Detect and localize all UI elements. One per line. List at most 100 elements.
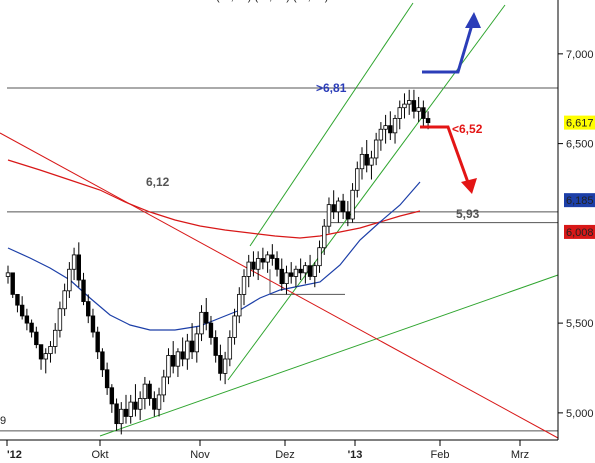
candle-body — [147, 383, 152, 399]
candle-body — [312, 265, 317, 277]
price-tag-label: 6,617 — [566, 118, 594, 130]
candle-body — [142, 383, 148, 399]
candle-body — [378, 128, 384, 141]
candle-body — [364, 153, 369, 166]
candle-body — [194, 333, 199, 353]
candle-body — [76, 254, 81, 281]
candle-body — [170, 355, 176, 367]
candle-body — [10, 272, 15, 295]
candle-body — [128, 401, 133, 417]
candle-body — [81, 279, 86, 302]
candle-body — [29, 322, 34, 333]
candle-body — [38, 344, 44, 360]
moving-averages-layer — [7, 159, 421, 331]
candle-body — [43, 353, 48, 360]
candle-body — [19, 304, 25, 317]
y-tick-label: 6,500 — [566, 139, 594, 151]
candle-body — [90, 315, 96, 333]
annotation-label: <6,52 — [452, 122, 483, 136]
candle-body — [100, 351, 105, 371]
candle-body — [241, 276, 247, 295]
candle-body — [237, 293, 242, 317]
candle-body — [227, 337, 233, 360]
candle-body — [373, 139, 379, 159]
candle-body — [260, 258, 266, 263]
candle-body — [161, 376, 166, 396]
price-tag-box — [564, 224, 595, 239]
candle-body — [71, 254, 77, 270]
candle-body — [355, 168, 360, 191]
candle-body — [48, 346, 53, 355]
candle-body — [166, 355, 171, 378]
candle-body — [67, 268, 72, 292]
candle-body — [213, 337, 218, 356]
x-tick-label: Mrz — [511, 449, 529, 461]
candle-body — [331, 204, 336, 213]
arrows-layer — [420, 12, 481, 194]
candle-body — [222, 358, 228, 374]
x-tick-label: Okt — [91, 449, 108, 461]
candle-body — [180, 351, 185, 360]
candle-body — [95, 331, 100, 353]
candle-body — [251, 261, 256, 270]
candle-body — [109, 387, 115, 405]
candle-body — [383, 125, 388, 130]
price-tag-box — [564, 193, 595, 208]
y-tick-label: 5,500 — [566, 318, 594, 330]
candle-body — [15, 293, 20, 306]
candle-body — [279, 268, 284, 285]
y-tick-label: 7,000 — [566, 49, 594, 61]
candle-body — [218, 355, 223, 374]
bearish-arrow — [420, 125, 472, 189]
y-tick-label: 5,000 — [566, 408, 594, 420]
candle-body — [133, 401, 138, 410]
candle-body — [189, 340, 195, 353]
candle-body — [397, 107, 402, 119]
candle-body — [288, 272, 294, 277]
x-tick-label: Feb — [431, 449, 450, 461]
x-tick-label: Dez — [275, 449, 295, 461]
candle-body — [34, 331, 39, 346]
candle-body — [411, 100, 417, 112]
candle-body — [57, 308, 63, 331]
partial-header-label: (…, …) (…, …) (…, …) — [216, 0, 328, 3]
candles-layer — [5, 89, 431, 435]
candle-body — [175, 351, 181, 367]
candle-body — [284, 272, 289, 285]
candle-body — [336, 200, 341, 213]
candle-body — [326, 204, 332, 227]
candle-body — [119, 408, 124, 425]
annotations-layer: >6,81 <6,52 6,12 5,93 (…, …) (…, …) (…, …) 9 — [0, 0, 483, 427]
x-tick-label: '13 — [348, 449, 363, 461]
candle-body — [293, 268, 299, 277]
trend-lines-layer — [0, 2, 559, 439]
candle-body — [270, 254, 275, 259]
candle-body — [402, 103, 407, 109]
candle-body — [322, 225, 327, 249]
price-tag-label: 6,008 — [566, 227, 594, 239]
candle-body — [425, 118, 431, 124]
candle-body — [185, 340, 190, 360]
candle-body — [156, 394, 162, 410]
trend-channel-upper — [249, 2, 414, 247]
candle-body — [359, 153, 365, 170]
candle-body — [340, 200, 346, 213]
candle-body — [416, 107, 421, 112]
candle-body — [208, 322, 214, 338]
candle-body — [152, 398, 157, 410]
candle-body — [350, 189, 355, 220]
annotation-label: 5,93 — [456, 207, 480, 221]
candle-body — [421, 107, 426, 119]
candle-body — [303, 265, 308, 274]
candle-body — [232, 315, 237, 338]
candle-body — [392, 118, 398, 134]
candle-body — [388, 125, 393, 134]
candle-body — [123, 408, 129, 417]
candle-body — [5, 272, 11, 277]
candle-body — [265, 254, 270, 263]
partial-left-label: 9 — [0, 415, 6, 427]
downtrend-line — [0, 132, 559, 439]
